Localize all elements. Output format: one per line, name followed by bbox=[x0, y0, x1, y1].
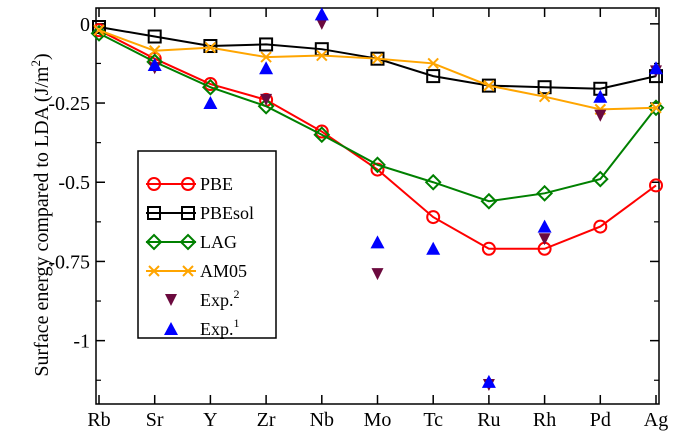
data-point bbox=[481, 241, 496, 256]
x-tick-label: Ru bbox=[477, 409, 500, 431]
series-2 bbox=[90, 24, 665, 210]
legend: PBE PBEsol LAG AM05 Exp.2 Exp.1 bbox=[137, 150, 277, 339]
data-point bbox=[649, 61, 663, 75]
data-point bbox=[260, 93, 273, 106]
legend-marker bbox=[148, 265, 160, 277]
legend-marker bbox=[181, 177, 195, 191]
y-tick-label: 0 bbox=[80, 14, 90, 36]
data-point bbox=[370, 162, 385, 177]
data-point bbox=[480, 192, 498, 210]
y-tick-label: -1 bbox=[73, 331, 90, 353]
legend-label: Exp.1 bbox=[200, 316, 240, 339]
legend-marker bbox=[164, 322, 178, 335]
data-point bbox=[314, 7, 329, 21]
data-point bbox=[650, 102, 662, 114]
x-tick-label: Ag bbox=[644, 409, 668, 431]
data-point bbox=[591, 170, 609, 188]
data-point bbox=[427, 57, 439, 70]
data-point bbox=[426, 210, 441, 225]
data-point bbox=[92, 20, 106, 35]
data-point bbox=[201, 78, 219, 96]
x-tick-label: Y bbox=[203, 409, 217, 431]
y-tick-label: -0.75 bbox=[48, 251, 90, 273]
legend-marker bbox=[147, 206, 161, 220]
data-point bbox=[204, 41, 217, 54]
data-point bbox=[147, 58, 162, 72]
data-point bbox=[647, 99, 665, 117]
legend-label: AM05 bbox=[200, 261, 247, 281]
series-3 bbox=[93, 24, 662, 116]
x-tick-label: Sr bbox=[146, 409, 164, 431]
data-point bbox=[481, 78, 496, 93]
data-point bbox=[538, 90, 551, 103]
legend-label: Exp.2 bbox=[200, 287, 240, 310]
data-point bbox=[315, 17, 328, 30]
data-point bbox=[93, 24, 105, 36]
x-tick-label: Rb bbox=[87, 409, 110, 431]
data-point bbox=[537, 80, 552, 95]
x-tick-label: Pd bbox=[590, 409, 611, 431]
data-point bbox=[371, 52, 384, 65]
x-tick-label: Zr bbox=[257, 409, 276, 431]
data-point bbox=[257, 97, 275, 115]
data-point bbox=[426, 241, 441, 255]
data-point bbox=[147, 29, 162, 44]
data-point bbox=[316, 49, 328, 62]
x-tick-label: Mo bbox=[364, 409, 392, 431]
data-point bbox=[536, 184, 554, 202]
data-point bbox=[649, 178, 663, 193]
legend-box bbox=[137, 150, 277, 339]
x-tick-label: Tc bbox=[423, 409, 443, 431]
data-point bbox=[483, 79, 495, 92]
data-point bbox=[371, 268, 384, 281]
data-point bbox=[313, 126, 331, 144]
data-point bbox=[148, 45, 161, 57]
data-point bbox=[370, 235, 385, 249]
data-point bbox=[538, 233, 551, 246]
legend-label: PBEsol bbox=[200, 203, 254, 223]
data-point bbox=[593, 219, 608, 234]
legend-marker bbox=[179, 233, 197, 251]
series-line bbox=[98, 29, 657, 250]
x-tick-label: Nb bbox=[310, 409, 334, 431]
legend-marker bbox=[182, 265, 194, 277]
legend-marker bbox=[147, 177, 161, 191]
legend-marker bbox=[181, 206, 195, 220]
data-point bbox=[594, 109, 607, 122]
y-tick-label: -0.5 bbox=[58, 172, 90, 194]
data-point bbox=[259, 61, 274, 75]
series-line bbox=[98, 32, 657, 203]
data-point bbox=[481, 374, 496, 388]
data-point bbox=[203, 96, 218, 110]
data-point bbox=[203, 39, 218, 54]
data-point bbox=[537, 219, 552, 233]
legend-label: LAG bbox=[200, 232, 237, 252]
data-point bbox=[259, 37, 274, 52]
legend-label: PBE bbox=[200, 174, 233, 194]
y-tick-label: -0.25 bbox=[48, 93, 90, 115]
legend-marker bbox=[145, 233, 163, 251]
data-point bbox=[426, 69, 441, 84]
data-point bbox=[369, 156, 386, 174]
axes: Rb Sr Y Zr Nb Mo Tc Ru Rh Pd Ag 0 -0.25 -0.5 -0.75 -1 bbox=[48, 7, 668, 431]
series-5 bbox=[147, 7, 663, 388]
data-point bbox=[260, 51, 272, 63]
y-axis-label: Surface energy compared to LDA (J/m2) bbox=[28, 53, 53, 376]
series-group bbox=[90, 7, 665, 391]
legend-marker bbox=[165, 294, 177, 306]
data-point bbox=[424, 173, 442, 191]
data-point bbox=[593, 89, 608, 103]
x-tick-label: Rh bbox=[533, 409, 556, 431]
